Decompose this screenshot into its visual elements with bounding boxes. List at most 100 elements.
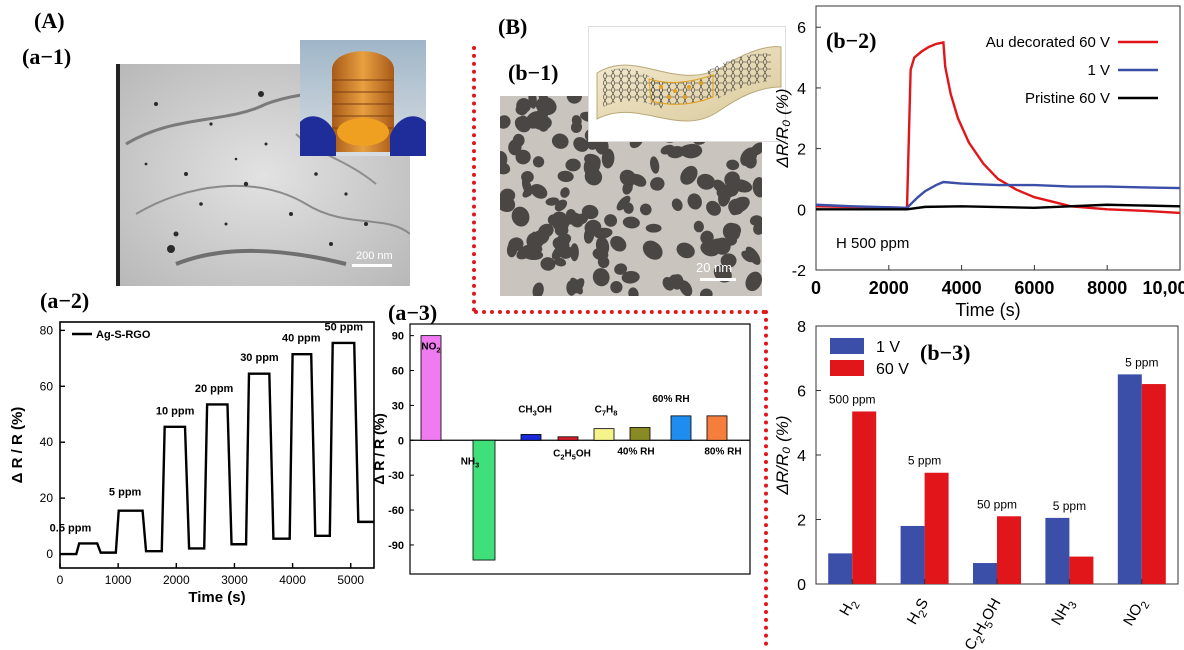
b2-xtick-label: 2000 — [869, 278, 909, 298]
chart-b3: 0 2 4 6 8 ΔR/R₀ (%) H2 500 ppm H2S 5 ppm C2H5OH 50 … — [773, 319, 1179, 650]
divider-vertical-top — [472, 46, 476, 312]
a2-annotation: 50 ppm — [325, 321, 364, 333]
sem-pore — [662, 277, 675, 291]
sem-pore — [515, 104, 528, 116]
divider-vertical-bottom — [764, 310, 768, 646]
sem-pore — [584, 168, 603, 186]
a3-bar — [520, 434, 542, 441]
b3-ytick-label: 8 — [797, 319, 806, 336]
sem-pore — [565, 158, 581, 172]
sem-pore — [554, 257, 567, 267]
a2-annotation: 10 ppm — [156, 405, 195, 417]
sem-pore — [570, 243, 579, 262]
sem-pore — [592, 248, 609, 261]
b3-category-label: NO2 — [1120, 596, 1152, 631]
b2-series-line — [816, 203, 1181, 211]
a3-ytick-label: -90 — [388, 540, 404, 552]
sem-pore — [547, 214, 559, 226]
b2-xtick-label: 4000 — [942, 278, 982, 298]
b3-bar — [1117, 374, 1142, 584]
b3-ytick-label: 6 — [797, 384, 806, 401]
sem-pore — [622, 216, 640, 229]
sem-pore — [532, 156, 545, 168]
b3-annotation: 500 ppm — [829, 392, 876, 406]
sem-pore — [614, 263, 628, 275]
a2-annotation: 0.5 ppm — [50, 523, 92, 535]
sem-pore — [650, 156, 660, 174]
a2-annotation: 5 ppm — [109, 486, 142, 498]
sem-pore — [511, 206, 530, 227]
b3-legend-label: 1 V — [876, 339, 900, 356]
sem-pore — [545, 197, 560, 206]
a3-category-label: C2H5OH — [553, 448, 591, 461]
sem-pore — [538, 223, 554, 238]
sem-pore — [687, 193, 702, 210]
flexible-device-illustration — [588, 26, 786, 142]
sem-pore — [716, 184, 737, 199]
sem-pore — [551, 133, 569, 149]
b2-xtick-label: 6000 — [1014, 278, 1054, 298]
sem-pore — [628, 287, 639, 296]
panel-label-b1: (b−1) — [508, 60, 559, 85]
panel-label-b2: (b−2) — [826, 28, 877, 53]
sem-pore — [500, 188, 516, 203]
a3-plot-frame — [409, 323, 751, 575]
a3-bar — [472, 439, 496, 561]
a2-ytick-label: 80 — [40, 323, 54, 337]
a2-xlabel: Time (s) — [188, 589, 245, 606]
b3-ytick-label: 4 — [797, 448, 806, 465]
b3-bar — [900, 525, 925, 584]
sem-pore — [554, 233, 572, 248]
sem-pore — [676, 242, 695, 259]
sem-pore — [570, 121, 583, 133]
sem-pore — [592, 268, 610, 287]
b2-ytick-label: 4 — [797, 81, 806, 98]
sem-pore — [557, 170, 574, 183]
b3-bar — [1045, 517, 1070, 584]
b2-plot-frame — [815, 5, 1181, 271]
panel-label-b3: (b−3) — [920, 340, 971, 365]
chart-a2: 0 1000 2000 3000 4000 5000 0 20 40 60 80 Time (s) Δ … — [9, 321, 375, 606]
b2-legend-label: 1 V — [1087, 62, 1110, 79]
a3-category-label: NH3 — [461, 456, 480, 469]
sem-pore — [532, 282, 544, 296]
sem-pore — [752, 177, 762, 198]
a3-category-label: C7H8 — [595, 405, 618, 418]
a3-ylabel: Δ R / R (%) — [371, 413, 387, 485]
sem-pore — [500, 115, 511, 129]
b3-bar — [852, 411, 877, 584]
a3-ytick-label: 90 — [392, 331, 404, 343]
sem-pore — [700, 230, 714, 245]
sem-pore — [732, 179, 753, 193]
a3-bar — [629, 427, 651, 441]
sem-pore — [604, 214, 618, 227]
b3-ylabel: ΔR/R₀ (%) — [773, 415, 792, 495]
sem-pore — [551, 244, 567, 260]
sem-pore — [639, 203, 652, 216]
sem-pore — [696, 173, 716, 190]
a3-bar — [557, 436, 579, 441]
sem-pore — [538, 96, 549, 105]
sem-pore — [621, 270, 640, 284]
sem-pore — [642, 240, 663, 260]
b3-annotation: 5 ppm — [908, 454, 941, 468]
sem-pore — [645, 223, 662, 233]
sem-pore — [745, 271, 762, 292]
b2-xtick-label: 8000 — [1087, 278, 1127, 298]
panel-label-A: (A) — [34, 8, 65, 33]
sem-pore — [512, 133, 525, 147]
a3-bar — [593, 428, 615, 441]
sem-pore — [693, 220, 704, 233]
sem-pore — [706, 200, 721, 216]
sem-pore — [726, 159, 740, 171]
divider-horizontal — [474, 310, 766, 314]
a2-ytick-label: 20 — [40, 491, 54, 505]
sem-pore — [650, 177, 665, 191]
sem-pore — [566, 280, 577, 296]
sem-pore — [516, 244, 536, 260]
b3-ytick-label: 2 — [797, 513, 806, 530]
a2-xtick-label: 5000 — [337, 573, 364, 587]
scale-label-a1: 200 nm — [356, 250, 393, 262]
b2-xtick-label: 0 — [811, 278, 821, 298]
a3-category-label: 40% RH — [617, 446, 654, 457]
